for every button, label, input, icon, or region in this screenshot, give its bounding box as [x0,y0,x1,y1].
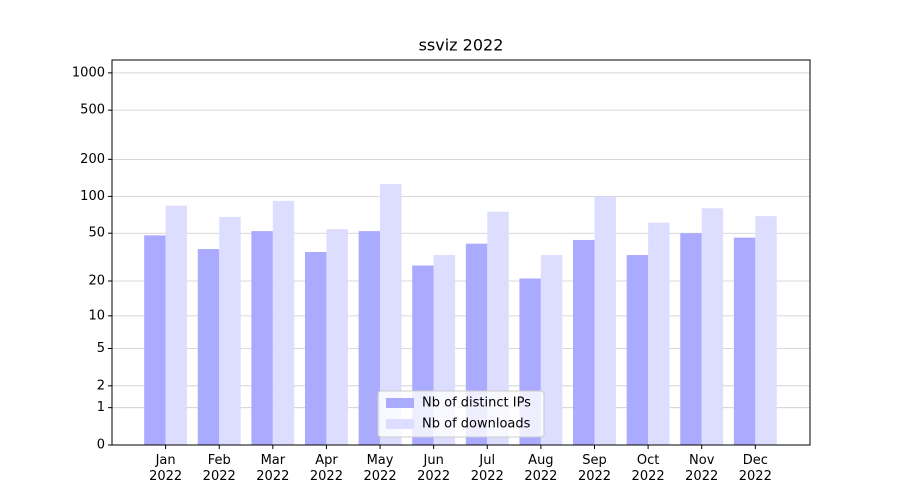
y-tick-label: 1000 [72,65,105,80]
x-tick-label: Sep 2022 [577,453,612,484]
y-tick-label: 200 [80,152,105,167]
x-tick-label: Apr 2022 [309,453,343,484]
bar [680,233,702,445]
bar [358,231,381,445]
bar [540,255,563,445]
bar [573,239,595,445]
bar [251,231,273,445]
bar [755,216,777,445]
y-tick-label: 0 [97,438,105,453]
x-tick-label: Dec 2022 [738,453,772,484]
x-tick-label: Oct 2022 [631,453,665,484]
legend-swatch [386,398,414,408]
plot-frame [111,59,811,446]
y-tick-label: 5 [97,341,105,356]
legend-box [377,390,545,438]
legend-label: Nb of downloads [422,417,531,432]
y-tick-label: 500 [80,103,105,118]
bar [272,200,295,445]
bar [165,205,188,445]
bar [701,208,724,445]
legend-swatch [386,419,414,429]
bar [304,251,327,445]
bar [326,229,348,445]
x-tick-label: Jul 2022 [470,453,504,484]
bar [648,222,670,445]
legend-label: Nb of distinct IPs [422,396,531,411]
y-tick-label: 50 [88,226,105,241]
bar [733,237,756,445]
y-tick-label: 20 [88,274,105,289]
x-tick-label: May 2022 [363,453,397,484]
y-tick-label: 100 [80,189,105,204]
x-tick-label: Mar 2022 [256,453,290,484]
x-tick-label: Jan 2022 [149,453,183,484]
x-tick-label: Aug 2022 [524,453,558,484]
y-tick-label: 10 [88,308,105,323]
bar [594,196,616,445]
bar [197,249,220,445]
bar [380,184,402,446]
bar [626,255,649,445]
chart-title: ssviz 2022 [419,36,504,55]
x-tick-label: Feb 2022 [202,453,236,484]
y-tick-label: 2 [97,378,105,393]
y-tick-label: 1 [97,400,105,415]
bar [144,235,166,445]
x-tick-label: Nov 2022 [685,453,719,484]
bar [219,216,241,445]
x-tick-label: Jun 2022 [417,453,451,484]
bar [487,211,509,445]
legend: Nb of distinct IPs Nb of downloads [377,390,545,438]
